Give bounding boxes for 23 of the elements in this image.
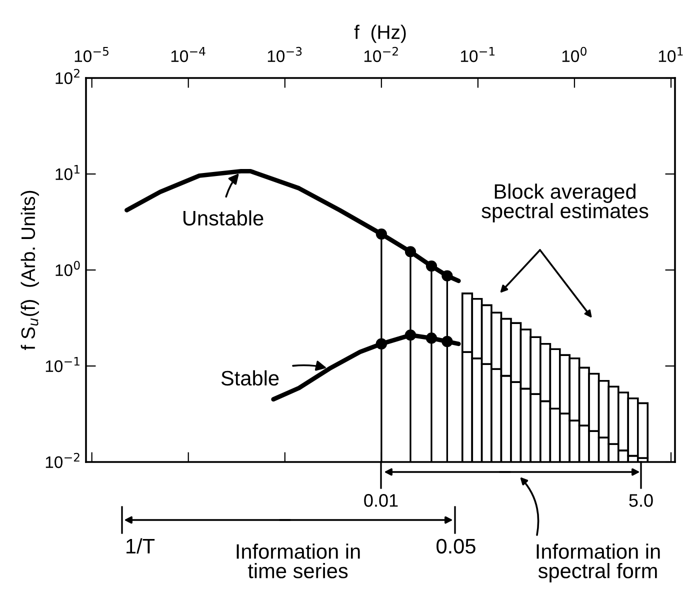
x-tick-label: 10$^{1}$ (658, 47, 683, 62)
series-label: Unstable (184, 210, 264, 226)
text: 5.0 (629, 494, 653, 507)
text: 0.01 (364, 494, 398, 507)
y-tick-label: 10$^{1}$ (56, 165, 80, 180)
x-tick-label: 10$^{−3}$ (268, 46, 302, 62)
y-tick-label: 10$^{2}$ (56, 68, 80, 84)
x-tick-label: 10$^{−2}$ (364, 46, 398, 62)
y-tick-label: 10$^{0}$ (56, 260, 80, 276)
legend-label: Stable (221, 370, 279, 386)
x-tick-label: 10$^{−5}$ (74, 47, 108, 62)
x-axis-title: f (Hz) (354, 24, 406, 43)
x-tick-label: 10$^{0}$ (562, 46, 586, 62)
text: 1/T (126, 538, 155, 554)
x-tick-label: 10$^{−4}$ (171, 47, 206, 62)
text: Information in time series (236, 544, 360, 578)
y-axis-title: f S$_{u}$(f) (Arb. Units) (20, 190, 39, 350)
x-tick-label: 10$^{−1}$ (460, 47, 495, 62)
text: Information in spectral form (536, 544, 660, 582)
text: 0.05 (436, 538, 476, 554)
annotation: Block averaged spectral estimates (482, 184, 648, 222)
y-tick-label: 10$^{−1}$ (46, 357, 80, 372)
y-tick-label: 10$^{−2}$ (46, 452, 80, 468)
